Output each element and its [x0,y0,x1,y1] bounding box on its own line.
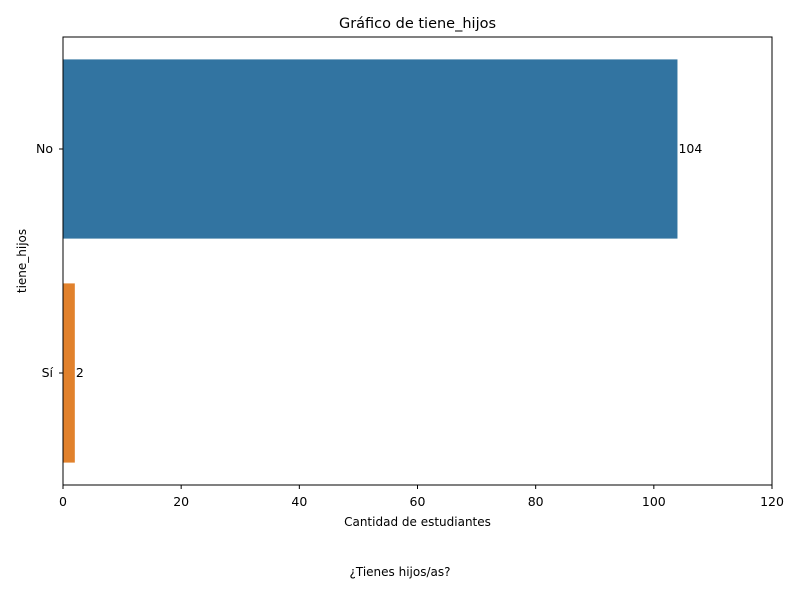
y-axis-ticks: No Sí [36,141,63,380]
bar-no [63,59,678,239]
x-axis-ticks: 0 20 40 60 80 100 120 [59,485,784,509]
x-axis-label: Cantidad de estudiantes [344,515,491,529]
y-axis-label: tiene_hijos [15,229,29,293]
bar-si [63,283,75,463]
x-tick-label: 40 [291,494,307,509]
y-tick-label-si: Sí [42,365,54,380]
x-tick-label: 100 [642,494,666,509]
chart-title: Gráfico de tiene_hijos [339,16,496,32]
y-tick-label-no: No [36,141,53,156]
data-label-si: 2 [76,365,84,380]
x-tick-label: 20 [173,494,189,509]
bars-layer [63,59,678,463]
figure-caption: ¿Tienes hijos/as? [349,565,451,579]
x-tick-label: 80 [528,494,544,509]
data-label-no: 104 [678,141,702,156]
x-tick-label: 60 [410,494,426,509]
x-tick-label: 0 [59,494,67,509]
x-tick-label: 120 [760,494,784,509]
data-labels-layer: 104 2 [76,141,703,380]
